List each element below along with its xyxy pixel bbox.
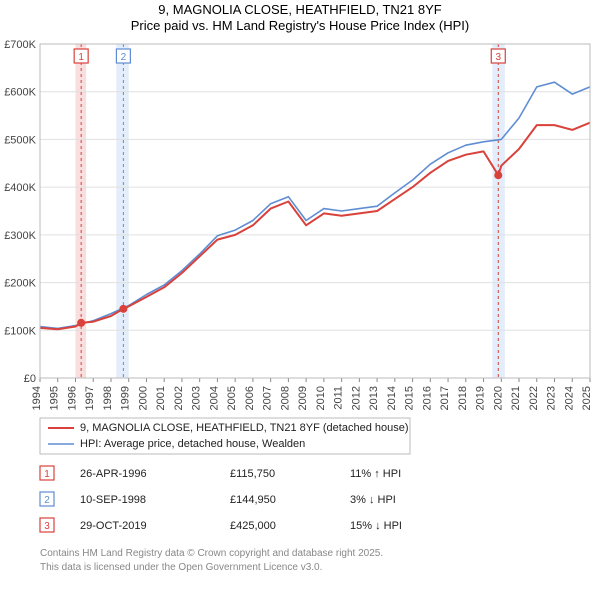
- y-tick-label: £100K: [4, 325, 36, 337]
- x-tick-label: 2022: [528, 386, 540, 410]
- y-tick-label: £200K: [4, 278, 36, 290]
- x-tick-label: 2015: [404, 386, 416, 410]
- tx-marker-number: 3: [44, 521, 50, 532]
- x-tick-label: 1995: [49, 386, 61, 410]
- y-tick-label: £600K: [4, 87, 36, 99]
- y-tick-label: £0: [24, 373, 36, 385]
- x-tick-label: 2012: [350, 386, 362, 410]
- x-tick-label: 2001: [155, 386, 167, 410]
- x-tick-label: 2002: [173, 386, 185, 410]
- tx-delta: 3% ↓ HPI: [350, 494, 396, 506]
- tx-price: £115,750: [230, 468, 275, 480]
- x-tick-label: 2008: [279, 386, 291, 410]
- y-tick-label: £500K: [4, 134, 36, 146]
- x-tick-label: 2014: [386, 386, 398, 410]
- x-tick-label: 2011: [333, 386, 345, 410]
- tx-marker-number: 1: [44, 469, 50, 480]
- footer-line-1: Contains HM Land Registry data © Crown c…: [40, 548, 383, 559]
- tx-date: 29-OCT-2019: [80, 520, 147, 532]
- legend-label: HPI: Average price, detached house, Weal…: [80, 438, 305, 450]
- highlight-band: [116, 44, 128, 378]
- tx-delta: 15% ↓ HPI: [350, 520, 402, 532]
- x-tick-label: 2019: [475, 386, 487, 410]
- x-tick-label: 2009: [297, 386, 309, 410]
- x-tick-label: 2003: [191, 386, 203, 410]
- x-tick-label: 2006: [244, 386, 256, 410]
- x-tick-label: 2024: [563, 386, 575, 410]
- sale-dot: [119, 305, 127, 313]
- x-tick-label: 1998: [102, 386, 114, 410]
- tx-date: 10-SEP-1998: [80, 494, 146, 506]
- tx-price: £144,950: [230, 494, 276, 506]
- sale-dot: [494, 171, 502, 179]
- x-tick-label: 2010: [315, 386, 327, 410]
- x-tick-label: 2018: [457, 386, 469, 410]
- x-tick-label: 2016: [421, 386, 433, 410]
- tx-price: £425,000: [230, 520, 276, 532]
- tx-marker-number: 2: [44, 495, 50, 506]
- x-tick-label: 1997: [84, 386, 96, 410]
- tx-date: 26-APR-1996: [80, 468, 147, 480]
- x-tick-label: 2007: [262, 386, 274, 410]
- footer-line-2: This data is licensed under the Open Gov…: [40, 562, 322, 573]
- chart-title: 9, MAGNOLIA CLOSE, HEATHFIELD, TN21 8YF: [158, 2, 441, 17]
- x-tick-label: 1999: [120, 386, 132, 410]
- x-tick-label: 2021: [510, 386, 522, 410]
- tx-delta: 11% ↑ HPI: [350, 468, 401, 480]
- x-tick-label: 1994: [31, 386, 43, 410]
- y-tick-label: £700K: [4, 39, 36, 51]
- sale-marker-number: 2: [121, 52, 127, 63]
- chart-subtitle: Price paid vs. HM Land Registry's House …: [131, 18, 469, 33]
- x-tick-label: 2004: [208, 386, 220, 410]
- x-tick-label: 2017: [439, 386, 451, 410]
- x-tick-label: 2005: [226, 386, 238, 410]
- x-tick-label: 2013: [368, 386, 380, 410]
- sale-dot: [77, 319, 85, 327]
- x-tick-label: 2023: [546, 386, 558, 410]
- sale-marker-number: 1: [78, 52, 84, 63]
- y-tick-label: £400K: [4, 182, 36, 194]
- x-tick-label: 2000: [137, 386, 149, 410]
- price-chart: 9, MAGNOLIA CLOSE, HEATHFIELD, TN21 8YFP…: [0, 0, 600, 590]
- x-tick-label: 2020: [492, 386, 504, 410]
- y-tick-label: £300K: [4, 230, 36, 242]
- x-tick-label: 2025: [581, 386, 593, 410]
- x-tick-label: 1996: [66, 386, 78, 410]
- legend-label: 9, MAGNOLIA CLOSE, HEATHFIELD, TN21 8YF …: [80, 422, 409, 434]
- sale-marker-number: 3: [495, 52, 501, 63]
